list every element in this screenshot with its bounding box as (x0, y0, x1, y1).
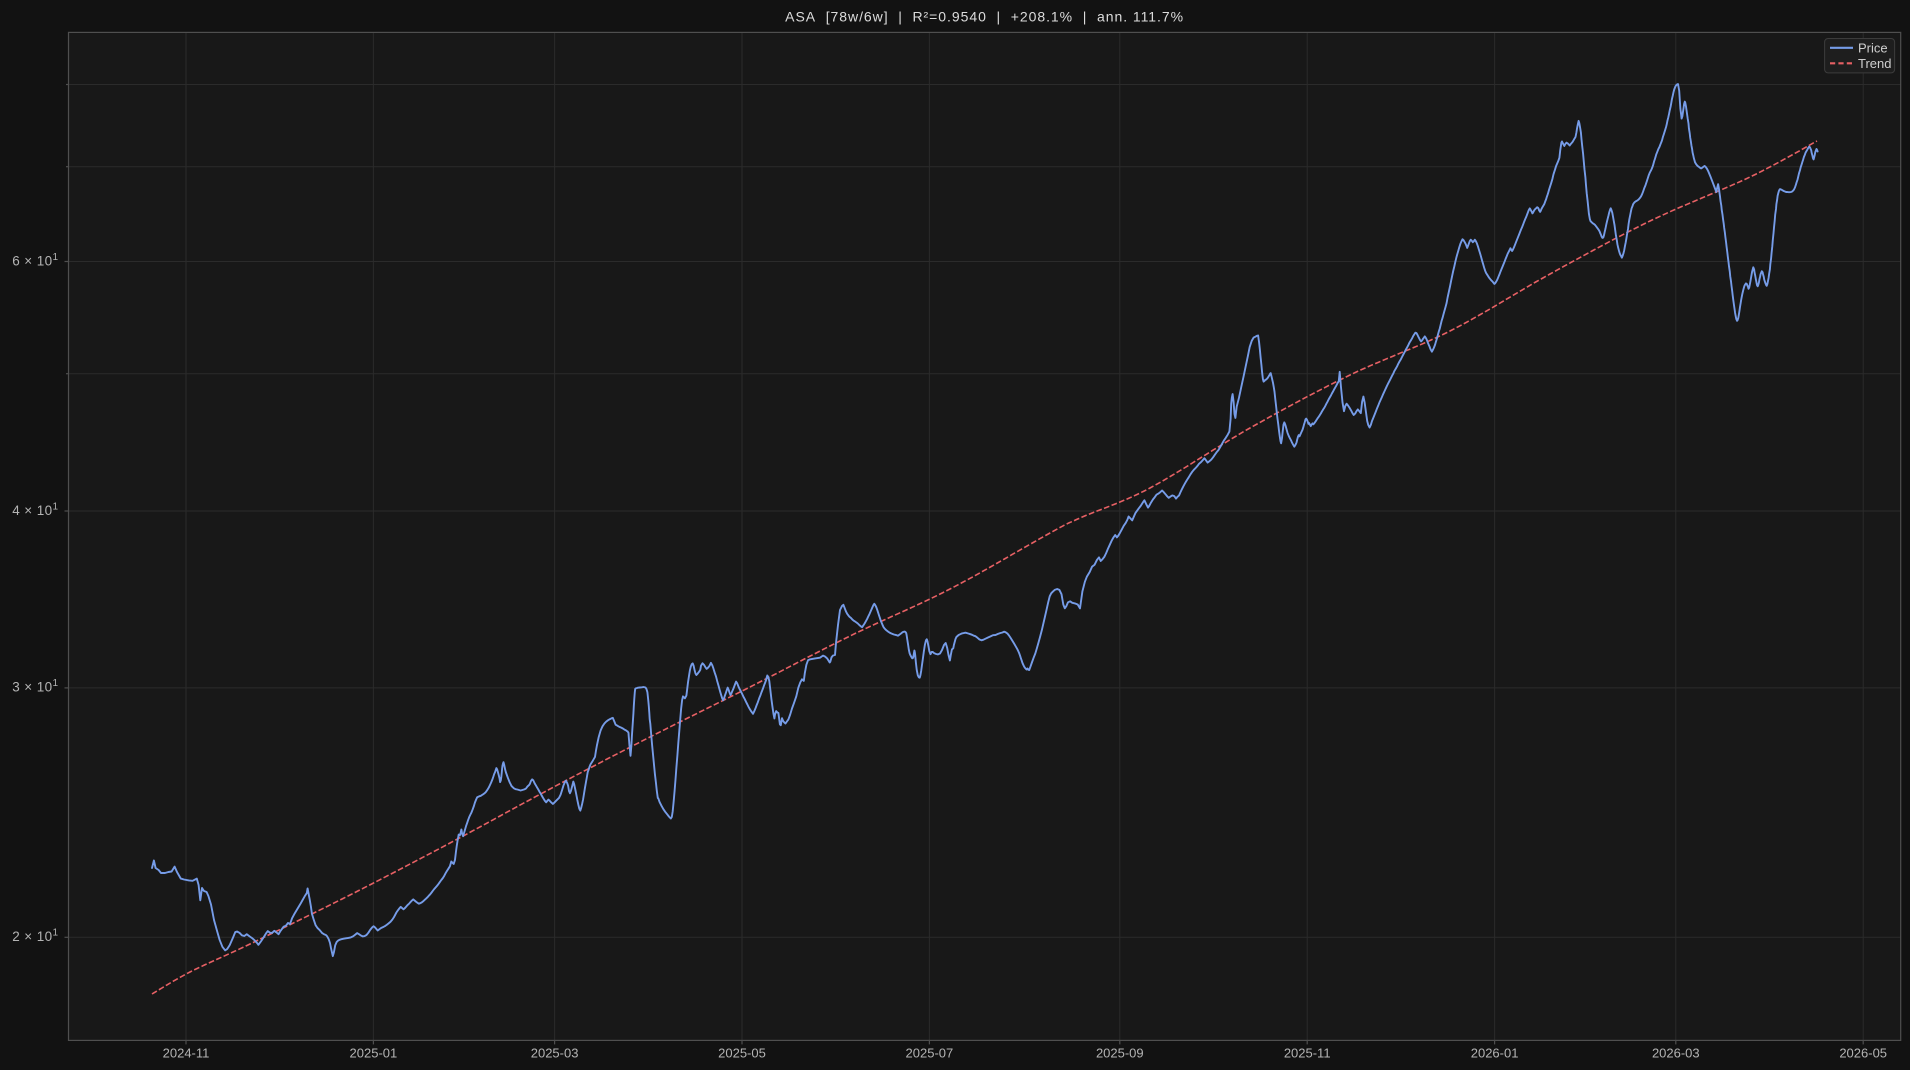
svg-text:ASA [78w/6w] | R²=0.9540 |: ASA [78w/6w] | R²=0.9540 | +208.1% | ann… (785, 9, 1184, 25)
svg-text:2026-01: 2026-01 (1471, 1045, 1519, 1060)
svg-text:2024-11: 2024-11 (163, 1045, 210, 1060)
svg-text:2025-01: 2025-01 (350, 1045, 398, 1060)
svg-text:2 × 101: 2 × 101 (12, 928, 58, 945)
svg-text:2026-03: 2026-03 (1652, 1045, 1700, 1060)
svg-text:4 × 101: 4 × 101 (12, 501, 58, 518)
svg-text:Trend: Trend (1858, 56, 1891, 71)
svg-text:3 × 101: 3 × 101 (12, 678, 58, 695)
svg-text:6 × 101: 6 × 101 (12, 252, 58, 269)
svg-text:2025-09: 2025-09 (1096, 1045, 1144, 1060)
svg-text:2025-03: 2025-03 (531, 1045, 579, 1060)
svg-text:2026-05: 2026-05 (1839, 1045, 1887, 1060)
svg-text:2025-11: 2025-11 (1284, 1045, 1331, 1060)
svg-text:Price: Price (1858, 40, 1888, 55)
svg-text:2025-07: 2025-07 (906, 1045, 954, 1060)
svg-text:2025-05: 2025-05 (718, 1045, 766, 1060)
